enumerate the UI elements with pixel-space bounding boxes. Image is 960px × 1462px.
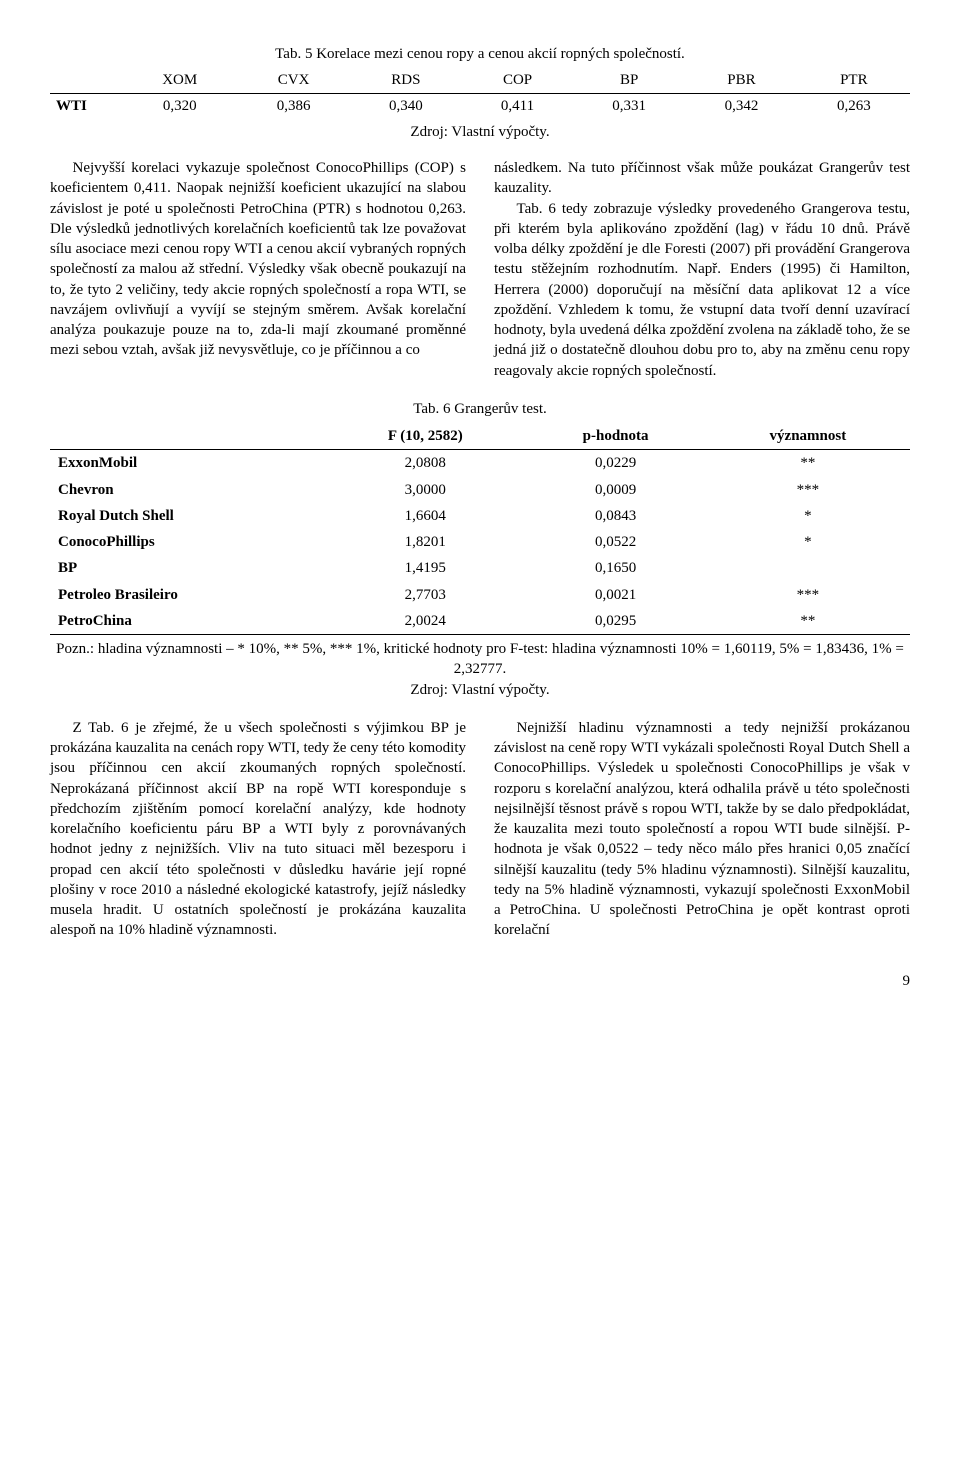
col-right-1: následkem. Na tuto příčinnost však může … [494, 158, 910, 381]
tab6-head-sig: významnost [706, 423, 910, 450]
body-columns-1: Nejvyšší korelaci vykazuje společnost Co… [50, 158, 910, 381]
para3-left: Z Tab. 6 je zřejmé, že u všech společnos… [50, 718, 466, 941]
tab6-head-f: F (10, 2582) [325, 423, 525, 450]
tab5-val-6: 0,263 [798, 93, 910, 118]
tab6-caption: Tab. 6 Grangerův test. [50, 399, 910, 419]
tab5-val-2: 0,340 [350, 93, 462, 118]
tab5-col-6: PTR [798, 68, 910, 93]
tab5-col-3: COP [462, 68, 573, 93]
tab6-table: F (10, 2582) p-hodnota významnost ExxonM… [50, 423, 910, 635]
tab6-row: Chevron3,00000,0009*** [50, 477, 910, 503]
tab5-val-3: 0,411 [462, 93, 573, 118]
tab5-col-0: XOM [122, 68, 237, 93]
tab5-table: XOM CVX RDS COP BP PBR PTR WTI 0,320 0,3… [50, 68, 910, 118]
col-right-2: Nejnižší hladinu významnosti a tedy nejn… [494, 718, 910, 941]
tab6-head-p: p-hodnota [525, 423, 705, 450]
tab5-val-4: 0,331 [573, 93, 685, 118]
tab5-caption: Tab. 5 Korelace mezi cenou ropy a cenou … [50, 44, 910, 64]
tab5-val-5: 0,342 [685, 93, 797, 118]
col-left-2: Z Tab. 6 je zřejmé, že u všech společnos… [50, 718, 466, 941]
tab6-row: ConocoPhillips1,82010,0522* [50, 529, 910, 555]
tab5-val-0: 0,320 [122, 93, 237, 118]
tab5-col-4: BP [573, 68, 685, 93]
tab6-row: Royal Dutch Shell1,66040,0843* [50, 503, 910, 529]
tab5-col-1: CVX [237, 68, 349, 93]
tab6-row: PetroChina2,00240,0295** [50, 608, 910, 635]
tab5-row-label: WTI [50, 93, 122, 118]
tab6-note: Pozn.: hladina významnosti – * 10%, ** 5… [50, 639, 910, 700]
tab5-col-2: RDS [350, 68, 462, 93]
page-number: 9 [50, 971, 910, 991]
para3-right: Nejnižší hladinu významnosti a tedy nejn… [494, 718, 910, 941]
col-left-1: Nejvyšší korelaci vykazuje společnost Co… [50, 158, 466, 381]
para1-left: Nejvyšší korelaci vykazuje společnost Co… [50, 158, 466, 361]
tab6-row: BP1,41950,1650 [50, 555, 910, 581]
tab5-source: Zdroj: Vlastní výpočty. [50, 122, 910, 142]
tab6-row: ExxonMobil2,08080,0229** [50, 450, 910, 477]
tab5-val-1: 0,386 [237, 93, 349, 118]
para1-right: následkem. Na tuto příčinnost však může … [494, 158, 910, 199]
para2-right: Tab. 6 tedy zobrazuje výsledky provedené… [494, 199, 910, 381]
body-columns-2: Z Tab. 6 je zřejmé, že u všech společnos… [50, 718, 910, 941]
tab6-row: Petroleo Brasileiro2,77030,0021*** [50, 582, 910, 608]
tab5-col-5: PBR [685, 68, 797, 93]
